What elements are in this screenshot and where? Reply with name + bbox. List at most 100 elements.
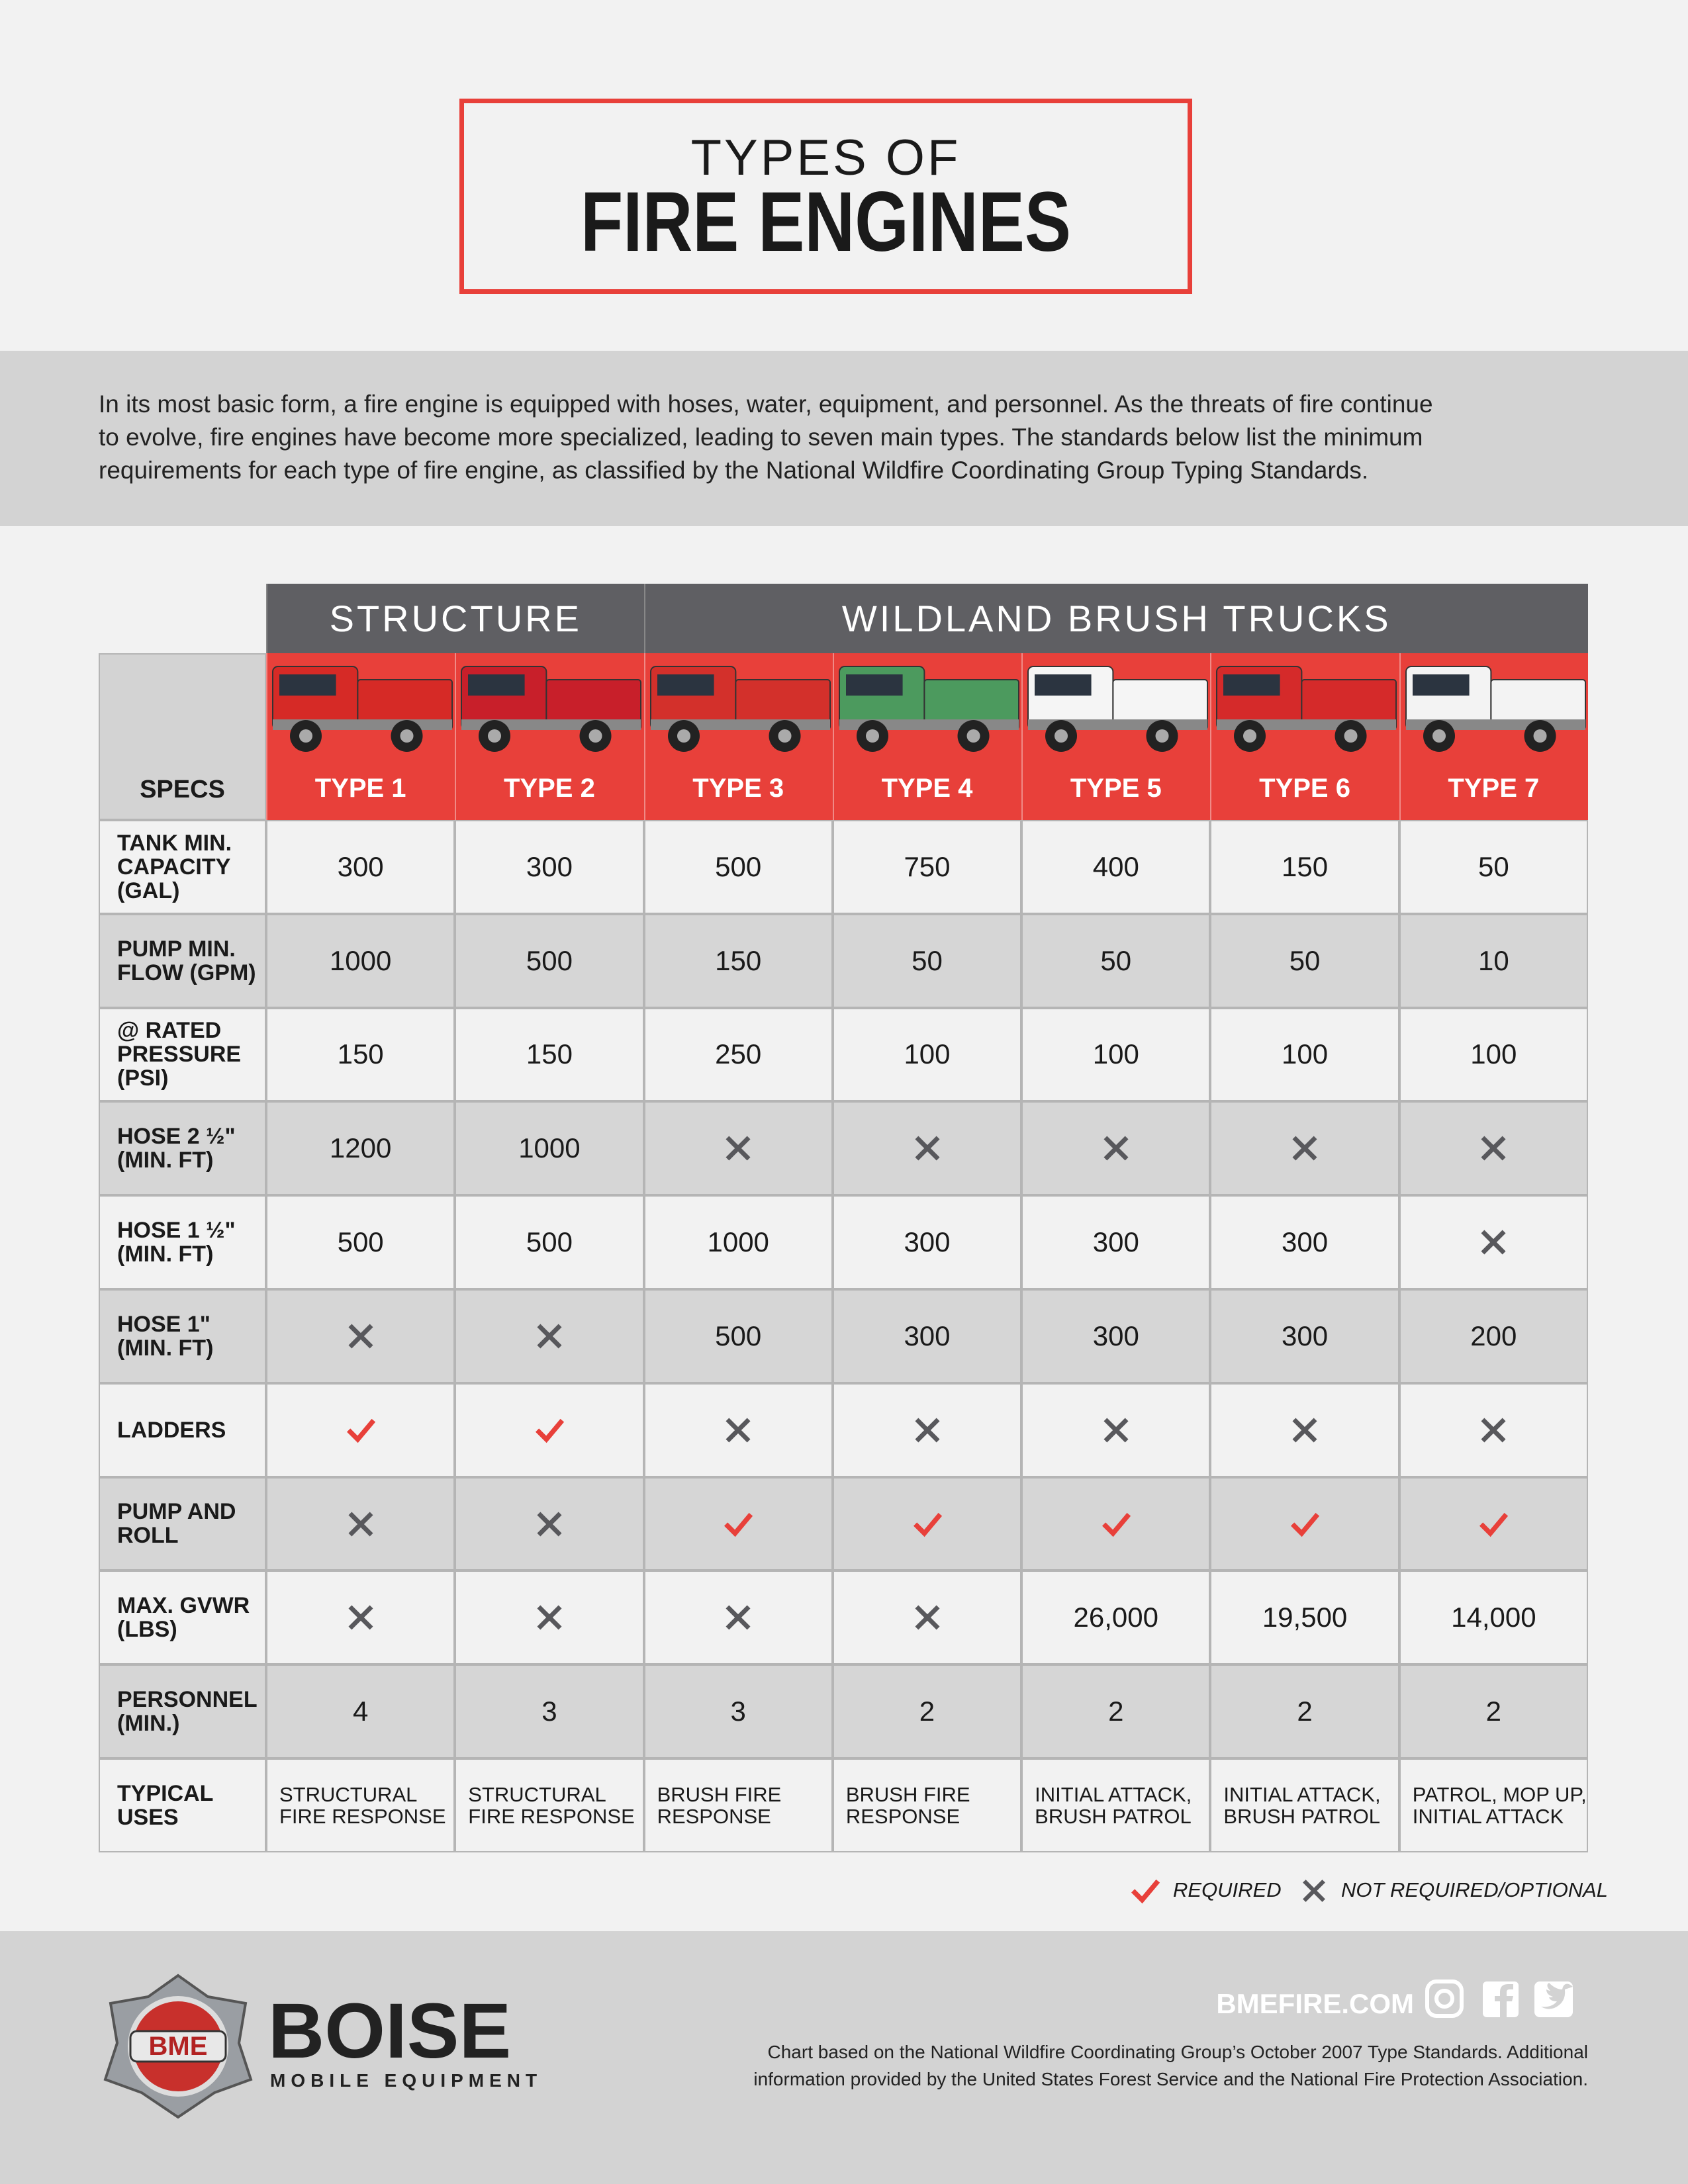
cell: 1000 bbox=[643, 1195, 833, 1289]
cell-value: 300 bbox=[904, 1320, 951, 1351]
cell-value: 10 bbox=[1477, 944, 1509, 976]
cell: 150 bbox=[266, 1007, 455, 1102]
cell: 300 bbox=[832, 1289, 1022, 1383]
cell: 50 bbox=[1399, 820, 1588, 914]
truck-image bbox=[649, 666, 831, 752]
cell: 200 bbox=[1399, 1289, 1588, 1383]
row-label: LADDERS bbox=[99, 1383, 266, 1477]
cell: 2 bbox=[1021, 1664, 1211, 1758]
x-icon bbox=[914, 1605, 940, 1630]
cell: 150 bbox=[455, 1007, 644, 1102]
row-label-line: TANK MIN. bbox=[117, 830, 232, 856]
cell: INITIAL ATTACK, BRUSH PATROL bbox=[1210, 1758, 1399, 1852]
truck-image bbox=[1216, 666, 1397, 752]
x-icon bbox=[1303, 1880, 1325, 1902]
cell-text-line: FIRE RESPONSE bbox=[279, 1804, 446, 1828]
cell-text-line: RESPONSE bbox=[845, 1804, 961, 1828]
row-label: PUMP MIN. FLOW (GPM) bbox=[99, 913, 266, 1008]
group-header: STRUCTURE bbox=[266, 584, 644, 653]
cell: 150 bbox=[643, 913, 833, 1008]
x-icon bbox=[726, 1136, 751, 1161]
legend-required: REQUIRED bbox=[1173, 1878, 1282, 1901]
row-label-line: ROLL bbox=[117, 1523, 179, 1549]
social-icons bbox=[1425, 1979, 1573, 2018]
cell-value: 300 bbox=[337, 850, 384, 882]
row-label: MAX. GVWR (LBS) bbox=[99, 1570, 266, 1665]
x-icon bbox=[1481, 1418, 1506, 1443]
check-icon bbox=[724, 1512, 753, 1537]
cell-value: 500 bbox=[526, 944, 573, 976]
cell: 1000 bbox=[266, 913, 455, 1008]
badge-logo: BME bbox=[103, 1974, 253, 2119]
brand: BOISE bbox=[268, 1987, 512, 2075]
cell: 500 bbox=[643, 1289, 833, 1383]
cell bbox=[1210, 1477, 1399, 1571]
truck-image bbox=[1405, 666, 1586, 752]
cell-text-line: FIRE RESPONSE bbox=[468, 1804, 635, 1828]
cell: BRUSH FIRE RESPONSE bbox=[832, 1758, 1022, 1852]
cell: 100 bbox=[1399, 1007, 1588, 1102]
cell-value: 2 bbox=[1108, 1696, 1124, 1727]
cell-value: 2 bbox=[1297, 1696, 1313, 1727]
cell: 26,000 bbox=[1021, 1570, 1211, 1665]
cell-value: 4 bbox=[352, 1696, 369, 1727]
cell-value: 500 bbox=[526, 1226, 573, 1258]
cell-value: 19,500 bbox=[1262, 1602, 1348, 1633]
specs-header-bg bbox=[99, 653, 266, 820]
cell-text-line: INITIAL ATTACK bbox=[1412, 1804, 1564, 1828]
row-label: PUMP AND ROLL bbox=[99, 1477, 266, 1571]
cell: 100 bbox=[1210, 1007, 1399, 1102]
x-icon bbox=[1292, 1418, 1317, 1443]
cell: 250 bbox=[643, 1007, 833, 1102]
type-label: TYPE 6 bbox=[1259, 774, 1350, 803]
cell: 300 bbox=[266, 820, 455, 914]
cell-value: 50 bbox=[912, 944, 943, 976]
cell: 300 bbox=[1021, 1195, 1211, 1289]
cell-value: 300 bbox=[526, 850, 573, 882]
intro-text: In its most basic form, a fire engine is… bbox=[99, 388, 1433, 487]
cell: 3 bbox=[455, 1664, 644, 1758]
check-icon bbox=[1479, 1512, 1509, 1537]
intro-band bbox=[0, 351, 1688, 526]
cell-value: 150 bbox=[526, 1038, 573, 1070]
row-label-line: (MIN. FT) bbox=[117, 1148, 214, 1173]
type-label: TYPE 7 bbox=[1448, 774, 1540, 803]
cell: INITIAL ATTACK, BRUSH PATROL bbox=[1021, 1758, 1211, 1852]
cell-value: 2 bbox=[1485, 1696, 1502, 1727]
cell: 300 bbox=[1210, 1289, 1399, 1383]
cell-value: 300 bbox=[1282, 1320, 1329, 1351]
row-label: TYPICAL USES bbox=[99, 1758, 266, 1852]
title-top: TYPES OF bbox=[690, 130, 961, 186]
cell bbox=[1021, 1383, 1211, 1477]
group-header: WILDLAND BRUSH TRUCKS bbox=[643, 584, 1588, 653]
cell bbox=[832, 1477, 1022, 1571]
website: BMEFIRE.COM bbox=[1216, 1988, 1414, 2019]
row-label-line: (LBS) bbox=[117, 1617, 177, 1643]
x-icon bbox=[1103, 1418, 1129, 1443]
check-icon bbox=[1131, 1879, 1160, 1904]
cell-value: 200 bbox=[1470, 1320, 1517, 1351]
row-label: HOSE 1 ½" (MIN. FT) bbox=[99, 1195, 266, 1289]
cell bbox=[1021, 1477, 1211, 1571]
cell-value: 750 bbox=[904, 850, 951, 882]
cell-value: 300 bbox=[1092, 1226, 1139, 1258]
cell-value: 50 bbox=[1100, 944, 1132, 976]
x-icon bbox=[348, 1324, 373, 1349]
cell: STRUCTURAL FIRE RESPONSE bbox=[455, 1758, 644, 1852]
cell: 500 bbox=[643, 820, 833, 914]
cell-value: 14,000 bbox=[1451, 1602, 1536, 1633]
legend-not-required: NOT REQUIRED/OPTIONAL bbox=[1341, 1878, 1609, 1901]
instagram-icon[interactable] bbox=[1425, 1979, 1464, 2018]
cell-text-line: BRUSH PATROL bbox=[1035, 1804, 1192, 1828]
x-icon bbox=[1481, 1136, 1506, 1161]
row-label-line: CAPACITY bbox=[117, 854, 231, 880]
cell bbox=[266, 1383, 455, 1477]
cell-value: 150 bbox=[337, 1038, 384, 1070]
type-label: TYPE 4 bbox=[881, 774, 973, 803]
row-label-line: (MIN.) bbox=[117, 1711, 180, 1737]
cell: 50 bbox=[832, 913, 1022, 1008]
x-icon bbox=[537, 1324, 562, 1349]
specs-header: SPECS bbox=[140, 776, 225, 803]
x-icon bbox=[914, 1418, 940, 1443]
